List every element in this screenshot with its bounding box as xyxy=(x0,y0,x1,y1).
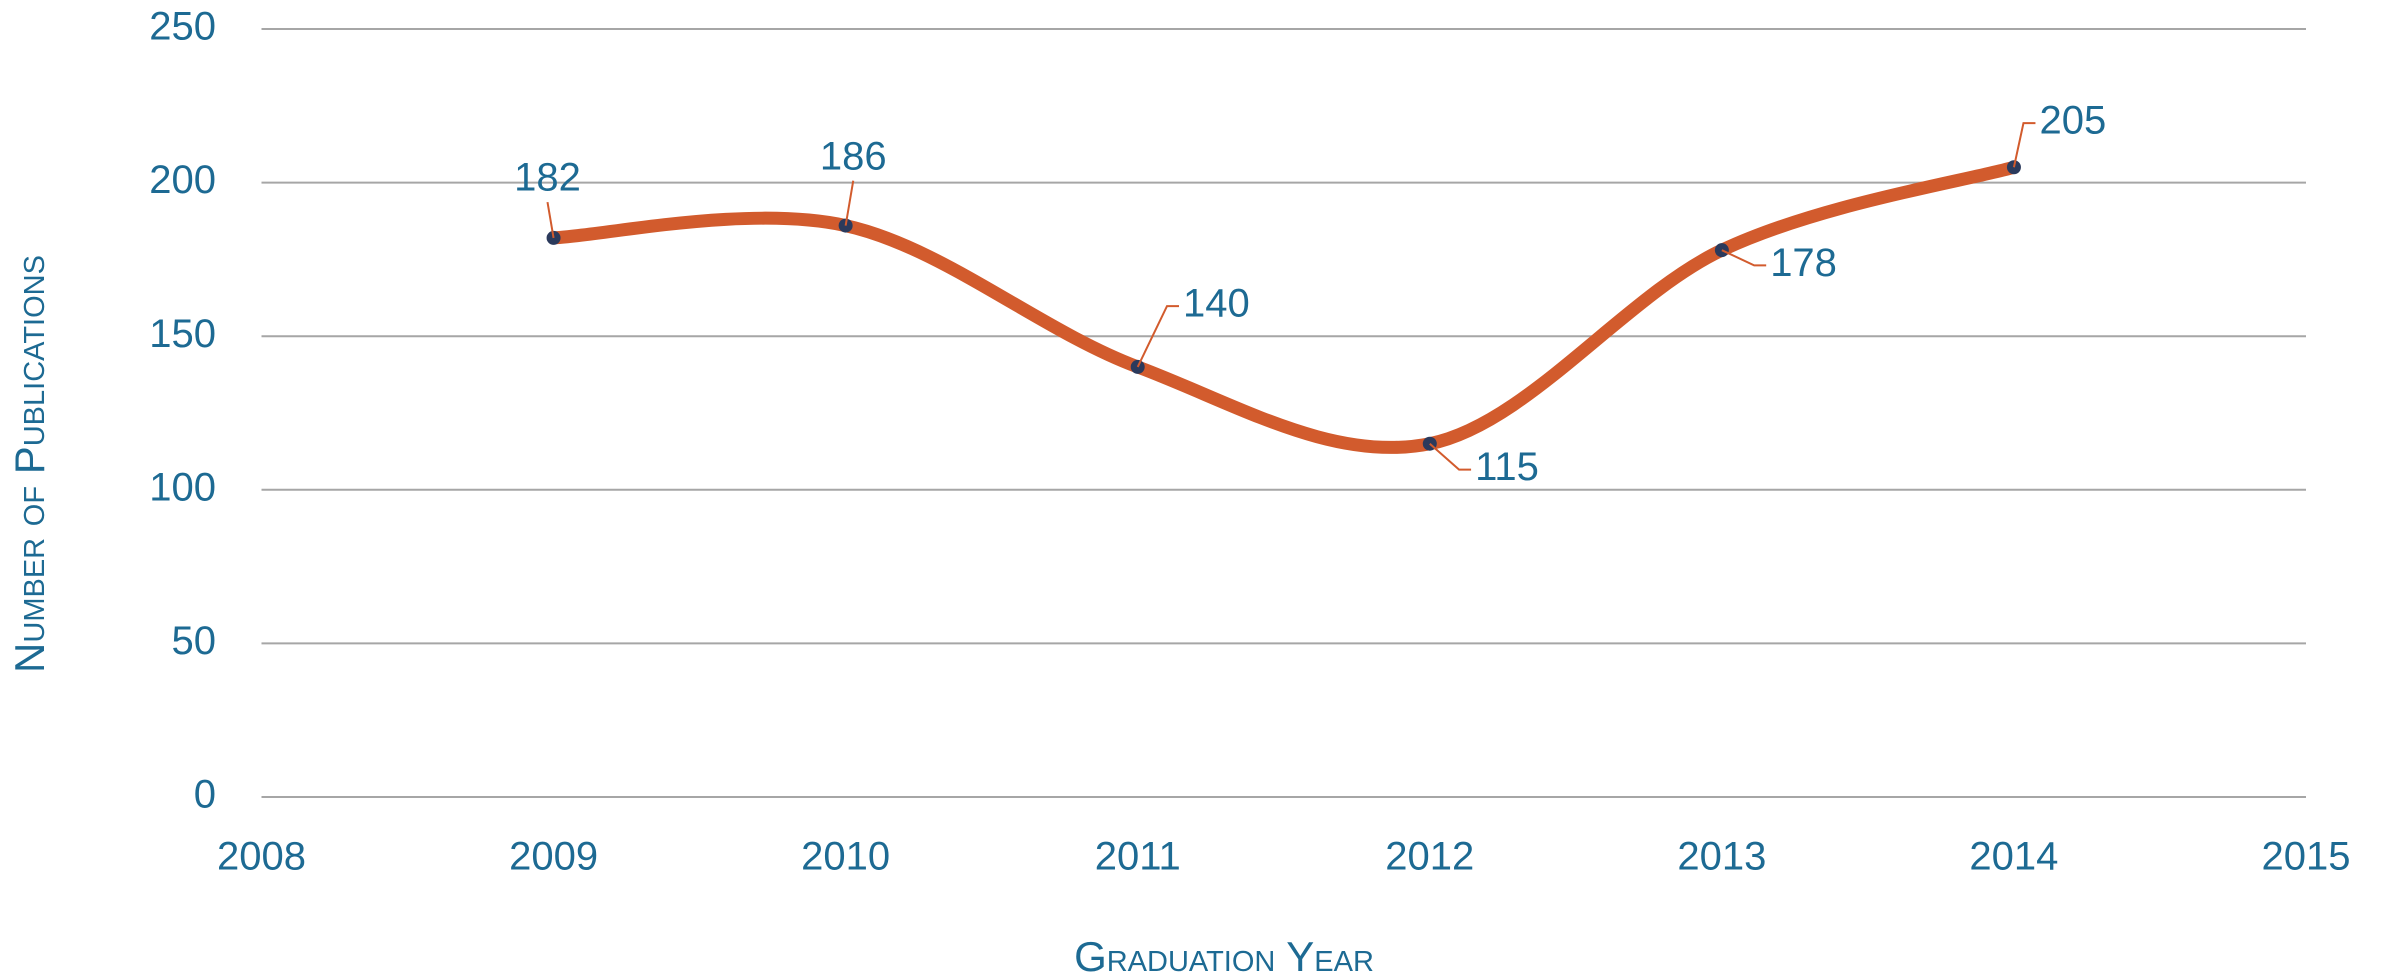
leader-line xyxy=(1721,249,1767,267)
x-tick-label: 2011 xyxy=(1095,835,1181,879)
x-tick-label: 2015 xyxy=(2262,835,2351,879)
leader-line xyxy=(1429,442,1472,471)
x-tick-label: 2014 xyxy=(1969,835,2058,879)
leader-line xyxy=(844,180,855,226)
data-label: 178 xyxy=(1770,241,1837,285)
x-tick-label: 2008 xyxy=(217,835,306,879)
leader-line xyxy=(2012,122,2036,168)
data-label: 205 xyxy=(2039,99,2106,143)
y-tick-label: 250 xyxy=(149,5,216,49)
y-tick-label: 100 xyxy=(149,465,216,509)
line xyxy=(547,160,2021,454)
leader-line xyxy=(1136,305,1180,368)
y-tick-label: 150 xyxy=(149,312,216,356)
x-tick-label: 2009 xyxy=(509,835,598,879)
data-label: 186 xyxy=(820,134,887,178)
y-tick-label: 200 xyxy=(149,158,216,202)
y-tick-label: 50 xyxy=(172,619,217,663)
x-tick-label: 2012 xyxy=(1385,835,1474,879)
x-tick-label: 2010 xyxy=(801,835,890,879)
leader-line xyxy=(546,201,555,239)
data-label: 140 xyxy=(1183,282,1250,326)
data-label: 115 xyxy=(1475,445,1539,489)
y-tick-label: 0 xyxy=(194,773,216,817)
x-axis-title: Graduation Year xyxy=(1074,933,1374,980)
x-tick-label: 2013 xyxy=(1677,835,1766,879)
data-label: 182 xyxy=(514,156,581,200)
y-axis-title: Number of Publications xyxy=(6,255,53,673)
